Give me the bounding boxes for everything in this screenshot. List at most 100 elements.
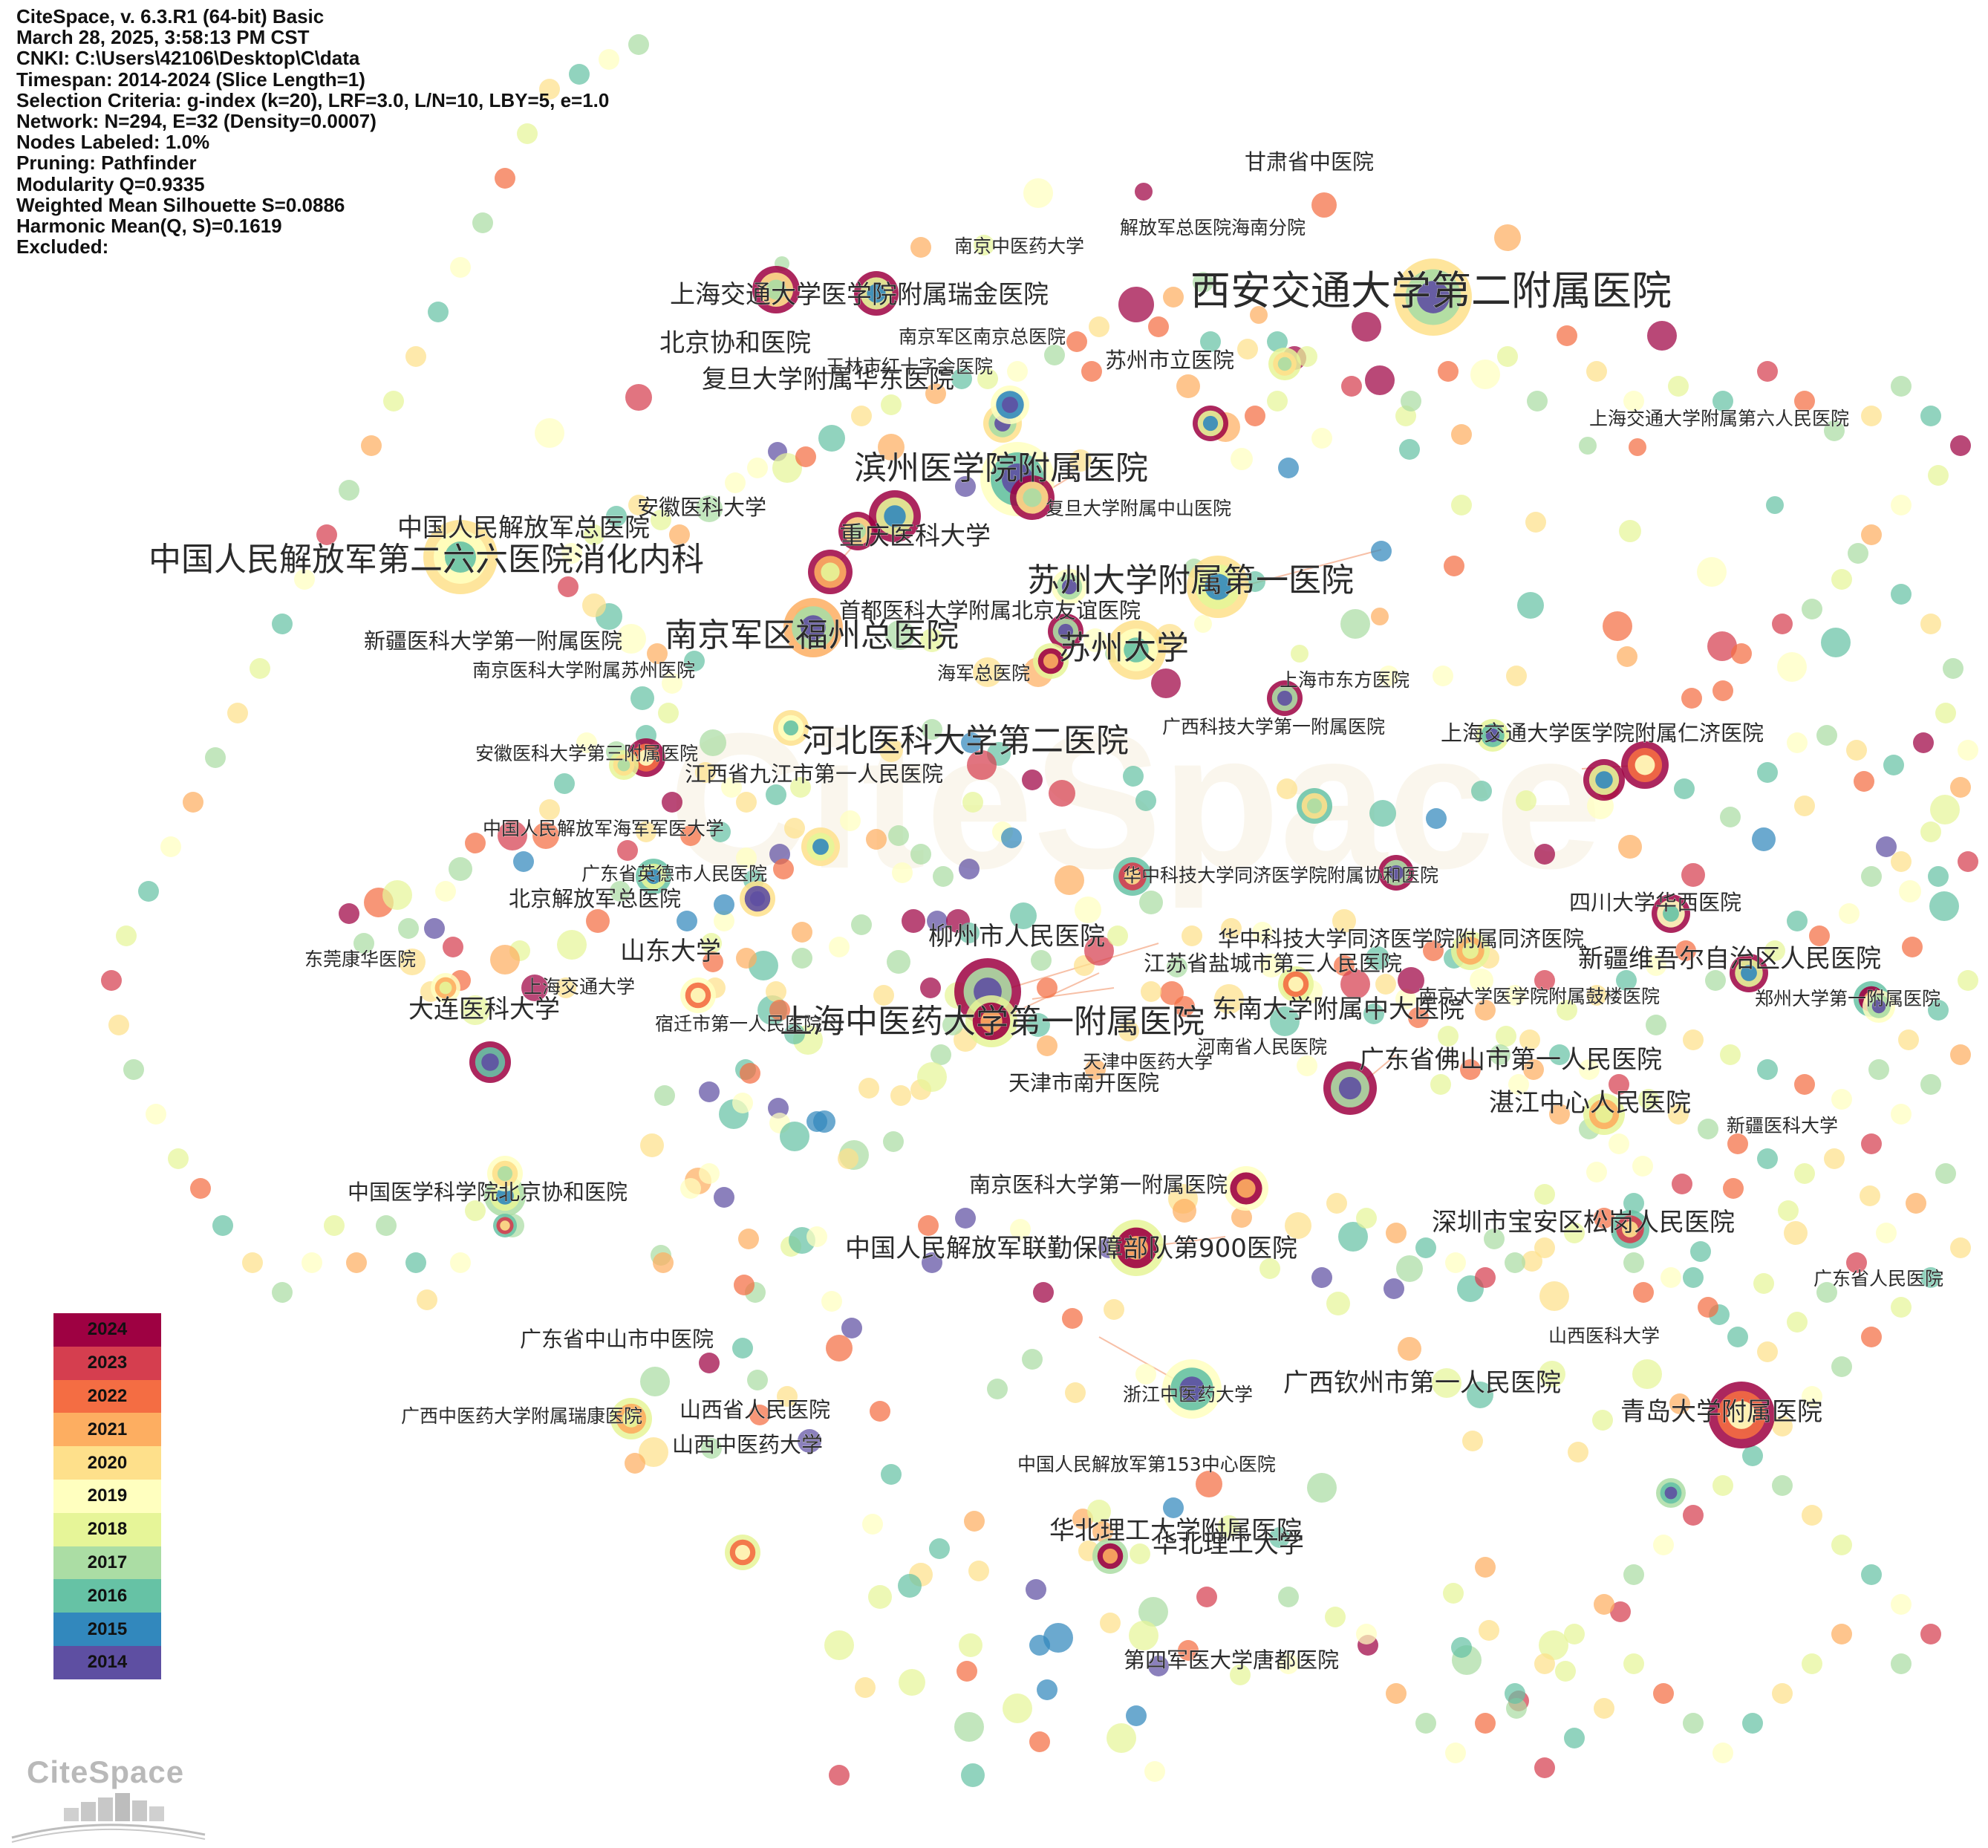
logo-graphic xyxy=(11,1793,206,1843)
network-node xyxy=(736,792,757,813)
network-node xyxy=(780,1122,809,1151)
network-node xyxy=(1443,1583,1464,1604)
network-node xyxy=(1475,1557,1496,1578)
network-node xyxy=(1920,1267,1941,1288)
network-node xyxy=(1278,458,1299,478)
network-node xyxy=(123,1059,144,1080)
labelled-node-core xyxy=(1462,943,1479,959)
network-node xyxy=(1707,631,1737,661)
network-node xyxy=(1326,1193,1347,1214)
labelled-node-core xyxy=(1057,623,1074,640)
network-node xyxy=(736,948,757,969)
node-label: 中国医学科学院北京协和医院 xyxy=(348,1180,628,1205)
node-label: 华中科技大学同济医学院附属同济医院 xyxy=(1218,926,1584,951)
network-node xyxy=(1522,1251,1542,1272)
network-node xyxy=(1935,1163,1956,1184)
network-node xyxy=(1470,359,1500,389)
network-node xyxy=(1868,1059,1889,1080)
network-node xyxy=(168,1148,189,1169)
network-node xyxy=(925,383,946,404)
network-node xyxy=(1616,970,1637,991)
network-node xyxy=(887,950,910,974)
network-node xyxy=(1415,1713,1436,1734)
network-node xyxy=(1505,1683,1525,1704)
network-node xyxy=(680,825,701,846)
network-node xyxy=(1609,1133,1629,1154)
network-node xyxy=(1003,1694,1032,1723)
network-node xyxy=(1237,339,1258,359)
node-label: 安徽医科大学第三附属医院 xyxy=(475,743,698,764)
node-label: 中国人民解放军联勤保障部队第900医院 xyxy=(845,1234,1297,1263)
network-node xyxy=(734,1275,755,1295)
network-node xyxy=(962,792,983,813)
node-label: 山西医科大学 xyxy=(1548,1325,1660,1347)
network-node xyxy=(821,1291,842,1312)
network-node xyxy=(961,732,982,753)
network-node xyxy=(792,922,812,943)
network-node xyxy=(1809,925,1830,946)
network-node xyxy=(1460,1059,1481,1080)
network-node xyxy=(1010,902,1037,929)
network-node xyxy=(1647,321,1677,351)
network-node xyxy=(630,686,654,710)
node-label: 江苏省盐城市第三人民医院 xyxy=(1144,951,1402,976)
labelled-node-core xyxy=(690,987,706,1003)
network-node xyxy=(1681,863,1705,887)
network-node xyxy=(1920,1624,1941,1644)
network-node xyxy=(1816,725,1837,746)
network-node xyxy=(918,1215,939,1236)
logo-text: CiteSpace xyxy=(27,1754,185,1789)
network-node xyxy=(1182,925,1202,946)
network-node xyxy=(738,1229,759,1249)
network-node xyxy=(862,1514,883,1535)
node-label: 上海交通大学附属第六人民医院 xyxy=(1589,408,1849,429)
network-node xyxy=(1586,361,1607,382)
network-node xyxy=(535,418,564,448)
network-node xyxy=(721,777,742,798)
network-node xyxy=(1430,1074,1451,1095)
network-node xyxy=(557,930,587,960)
network-node xyxy=(942,1015,963,1035)
network-node xyxy=(250,658,270,679)
network-node xyxy=(1854,771,1874,792)
network-node xyxy=(1898,1029,1919,1050)
network-node xyxy=(242,1252,263,1273)
network-node xyxy=(1920,1074,1941,1095)
network-node xyxy=(1148,316,1169,337)
network-node xyxy=(1610,1601,1631,1622)
network-node xyxy=(927,911,948,931)
network-node xyxy=(1451,1637,1472,1658)
labelled-node-core xyxy=(850,523,866,539)
network-node xyxy=(680,1178,701,1199)
network-node xyxy=(460,995,490,1025)
network-node xyxy=(1508,1074,1529,1095)
network-node xyxy=(1438,361,1459,382)
network-node xyxy=(961,1763,985,1787)
year-color-legend: 2024 2023 2022 2021 2020 2019 2018 2017 2016 2015… xyxy=(53,1313,161,1679)
labelled-node-core xyxy=(749,891,766,907)
network-node xyxy=(339,903,359,924)
network-node xyxy=(662,673,682,694)
network-node xyxy=(973,657,1003,687)
node-label: 新疆维吾尔自治区人民医院 xyxy=(1578,944,1881,974)
network-node xyxy=(555,977,576,998)
network-node xyxy=(1623,1193,1644,1214)
network-node xyxy=(920,628,944,652)
network-node xyxy=(1727,1327,1748,1347)
network-node xyxy=(582,593,606,617)
network-node xyxy=(1221,918,1242,939)
labelled-node-core xyxy=(783,720,799,736)
network-node xyxy=(1891,1297,1912,1318)
network-node xyxy=(1523,1059,1544,1080)
network-node xyxy=(714,1187,734,1208)
labelled-node-core xyxy=(1595,771,1613,789)
network-node xyxy=(1378,666,1399,686)
network-node xyxy=(795,446,816,467)
node-label: 北京解放军总医院 xyxy=(509,886,681,911)
network-node xyxy=(1697,557,1727,587)
network-node xyxy=(1267,391,1288,411)
network-node xyxy=(910,844,931,865)
network-node xyxy=(1432,1368,1461,1398)
network-node xyxy=(1534,1184,1555,1205)
